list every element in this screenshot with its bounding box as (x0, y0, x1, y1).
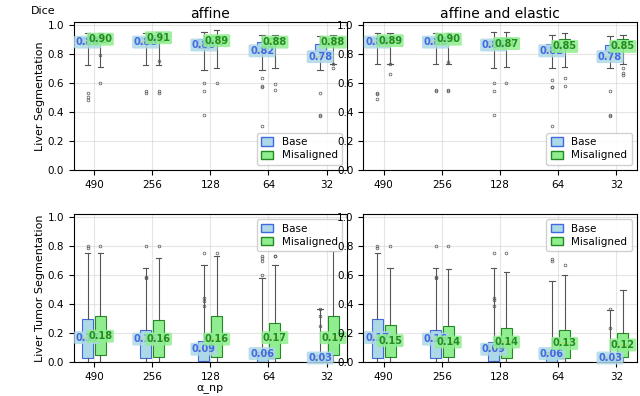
Text: 0.82: 0.82 (540, 46, 564, 56)
Text: 0.86: 0.86 (192, 40, 216, 50)
PathPatch shape (618, 333, 628, 356)
Text: 0.03: 0.03 (308, 353, 332, 363)
Text: 0.16: 0.16 (147, 334, 170, 344)
PathPatch shape (430, 330, 441, 358)
Text: 0.88: 0.88 (76, 37, 100, 47)
PathPatch shape (328, 38, 339, 45)
Title: affine: affine (191, 7, 230, 21)
Text: Dice: Dice (31, 6, 56, 16)
PathPatch shape (443, 326, 454, 356)
Text: 0.88: 0.88 (321, 37, 345, 47)
Text: 0.17: 0.17 (76, 333, 100, 343)
PathPatch shape (501, 327, 512, 358)
PathPatch shape (385, 38, 396, 42)
Y-axis label: Liver Segmentation: Liver Segmentation (35, 41, 45, 150)
PathPatch shape (501, 38, 512, 45)
PathPatch shape (211, 316, 222, 356)
Text: 0.88: 0.88 (424, 37, 447, 47)
PathPatch shape (618, 39, 628, 48)
PathPatch shape (315, 355, 326, 362)
Title: affine and elastic: affine and elastic (440, 7, 560, 21)
Text: 0.16: 0.16 (134, 334, 157, 344)
PathPatch shape (372, 319, 383, 358)
PathPatch shape (269, 323, 280, 358)
Text: 0.17: 0.17 (263, 333, 287, 343)
Text: 0.87: 0.87 (495, 38, 518, 49)
Legend: Base, Misaligned: Base, Misaligned (547, 219, 632, 251)
PathPatch shape (488, 41, 499, 46)
Text: 0.15: 0.15 (378, 335, 402, 346)
Text: 0.16: 0.16 (205, 334, 228, 344)
PathPatch shape (269, 38, 280, 44)
PathPatch shape (385, 325, 396, 356)
Text: 0.09: 0.09 (192, 344, 216, 354)
PathPatch shape (95, 36, 106, 42)
Text: 0.16: 0.16 (424, 334, 447, 344)
Text: 0.17: 0.17 (365, 333, 389, 343)
Text: 0.14: 0.14 (495, 337, 518, 347)
Text: 0.78: 0.78 (308, 51, 332, 62)
PathPatch shape (559, 39, 570, 48)
Text: 0.90: 0.90 (436, 34, 460, 44)
PathPatch shape (95, 316, 106, 355)
PathPatch shape (328, 316, 339, 355)
PathPatch shape (430, 38, 441, 44)
PathPatch shape (605, 356, 616, 362)
PathPatch shape (547, 352, 557, 362)
PathPatch shape (198, 39, 209, 48)
PathPatch shape (559, 330, 570, 358)
PathPatch shape (153, 35, 164, 41)
Text: 0.17: 0.17 (321, 333, 345, 343)
Text: 0.03: 0.03 (598, 353, 622, 363)
Text: 0.86: 0.86 (482, 40, 506, 50)
Text: 0.14: 0.14 (436, 337, 460, 347)
PathPatch shape (372, 38, 383, 44)
Text: 0.78: 0.78 (598, 51, 622, 62)
PathPatch shape (547, 44, 557, 51)
Text: 0.06: 0.06 (540, 348, 564, 359)
Text: 0.06: 0.06 (250, 348, 274, 359)
PathPatch shape (140, 330, 151, 358)
X-axis label: α_np: α_np (196, 383, 224, 394)
Text: 0.12: 0.12 (611, 340, 635, 350)
PathPatch shape (443, 36, 454, 41)
Text: 0.89: 0.89 (378, 36, 402, 46)
Legend: Base, Misaligned: Base, Misaligned (257, 133, 342, 165)
PathPatch shape (82, 319, 93, 358)
PathPatch shape (198, 341, 209, 361)
Text: 0.88: 0.88 (263, 37, 287, 47)
Text: 0.90: 0.90 (88, 34, 113, 44)
PathPatch shape (257, 42, 268, 52)
PathPatch shape (211, 36, 222, 44)
Text: 0.88: 0.88 (134, 37, 158, 47)
Text: 0.88: 0.88 (365, 37, 390, 47)
Text: 0.91: 0.91 (147, 33, 170, 43)
PathPatch shape (82, 38, 93, 44)
PathPatch shape (257, 352, 268, 362)
Legend: Base, Misaligned: Base, Misaligned (257, 219, 342, 251)
Text: 0.18: 0.18 (88, 331, 113, 341)
Text: 0.85: 0.85 (552, 42, 577, 51)
PathPatch shape (488, 342, 499, 361)
Text: 0.09: 0.09 (482, 344, 506, 354)
Y-axis label: Liver Tumor Segmentation: Liver Tumor Segmentation (35, 215, 45, 362)
Text: 0.82: 0.82 (250, 46, 274, 56)
PathPatch shape (140, 38, 151, 44)
Legend: Base, Misaligned: Base, Misaligned (547, 133, 632, 165)
Text: 0.85: 0.85 (611, 42, 635, 51)
PathPatch shape (605, 45, 616, 51)
Text: 0.13: 0.13 (553, 339, 577, 348)
PathPatch shape (315, 44, 326, 51)
PathPatch shape (153, 320, 164, 356)
Text: 0.89: 0.89 (205, 36, 228, 46)
